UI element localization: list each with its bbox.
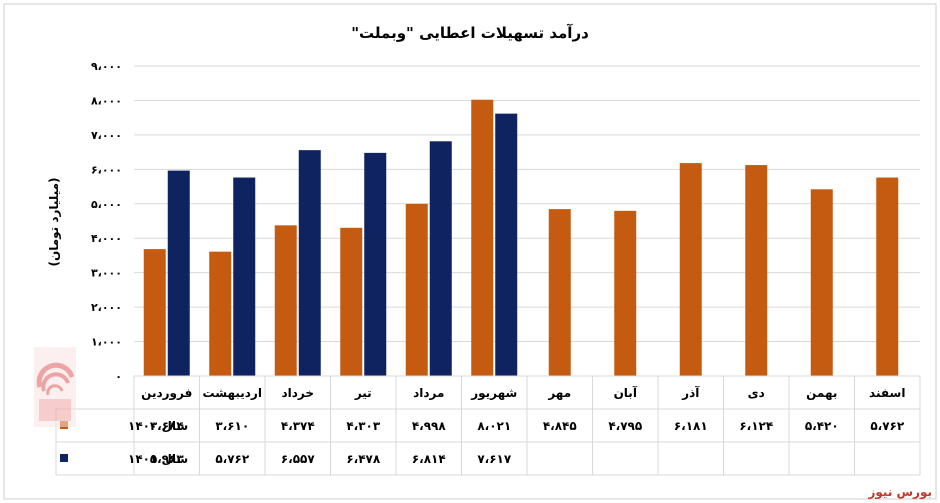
category-label: مهر (547, 386, 571, 400)
category-label: دی (748, 386, 765, 400)
legend-label-1400: سال ۱۴۰۰ (128, 419, 188, 433)
bar-1401 (167, 170, 190, 376)
data-label: ۶،۵۵۷ (281, 452, 316, 466)
bar-1400 (405, 203, 428, 376)
data-label: ۳،۶۱۰ (215, 419, 249, 433)
chart-frame (3, 3, 937, 500)
category-label: شهریور (470, 386, 517, 401)
data-label: ۵،۷۶۲ (870, 419, 905, 433)
bar-1401 (364, 152, 387, 376)
y-tick-label: ۵،۰۰۰ (91, 198, 122, 211)
bar-1400 (810, 189, 833, 376)
chart-title: درآمد تسهیلات اعطایی "وبملت" (351, 24, 589, 42)
category-label: مرداد (413, 386, 444, 400)
y-tick-label: ۸،۰۰۰ (91, 94, 122, 107)
category-label: آبان (614, 385, 638, 400)
data-label: ۴،۷۹۵ (608, 419, 642, 433)
data-label: ۶،۱۲۴ (739, 419, 773, 433)
bar-1401 (233, 177, 256, 376)
y-tick-label: ۱،۰۰۰ (91, 336, 122, 349)
bar-1400 (745, 165, 768, 376)
y-tick-label: ۶،۰۰۰ (91, 163, 122, 176)
bourse-news-logo (34, 347, 76, 427)
bar-1400 (340, 227, 363, 376)
y-axis-label: (میلیارد تومان) (47, 177, 62, 266)
data-label: ۷،۶۱۷ (477, 452, 512, 466)
bar-1400 (274, 225, 297, 376)
data-label: ۴،۳۰۳ (346, 419, 381, 433)
data-label: ۳،۶۸۴ (150, 419, 184, 433)
bar-1401 (429, 141, 452, 376)
y-tick-label: ۳،۰۰۰ (91, 267, 122, 280)
category-label: اسفند (869, 386, 905, 400)
data-label: ۶،۱۸۱ (674, 419, 708, 433)
bar-1401 (298, 150, 321, 376)
category-label: بهمن (806, 386, 837, 400)
source-label: بورس نیوز (868, 485, 932, 499)
bar-1400 (548, 209, 571, 376)
y-tick-label: ۴،۰۰۰ (91, 232, 122, 245)
bar-1400 (143, 249, 166, 376)
data-label: ۸،۰۲۱ (477, 419, 511, 433)
data-label: ۴،۹۹۸ (412, 419, 447, 433)
bar-1400 (471, 99, 494, 377)
data-label: ۵،۴۲۰ (805, 419, 839, 433)
legend-swatch-1401 (60, 454, 68, 462)
legend-label-1401: سال ۱۴۰۱ (128, 452, 188, 466)
category-label: خرداد (281, 386, 314, 400)
data-label: ۵،۹۶۳ (150, 452, 185, 466)
data-label: ۵،۷۶۲ (215, 452, 250, 466)
y-tick-label: ۷،۰۰۰ (91, 129, 122, 142)
category-label: اردیبهشت (203, 386, 262, 400)
category-label: آذر (681, 385, 700, 400)
bar-1400 (679, 163, 702, 376)
data-label: ۴،۳۷۴ (281, 419, 315, 433)
y-tick-label: ۹،۰۰۰ (91, 60, 122, 73)
category-label: فروردین (141, 386, 192, 401)
data-label: ۶،۸۱۴ (412, 452, 446, 466)
bar-1400 (614, 210, 637, 376)
bar-1401 (495, 113, 518, 377)
category-label: تیر (354, 386, 372, 400)
data-label: ۴،۸۴۵ (543, 419, 577, 433)
y-tick-label: ۰ (115, 370, 122, 383)
data-label: ۶،۴۷۸ (346, 452, 381, 466)
bar-1400 (209, 251, 232, 376)
y-tick-label: ۲،۰۰۰ (91, 301, 122, 314)
bar-1400 (876, 177, 899, 376)
